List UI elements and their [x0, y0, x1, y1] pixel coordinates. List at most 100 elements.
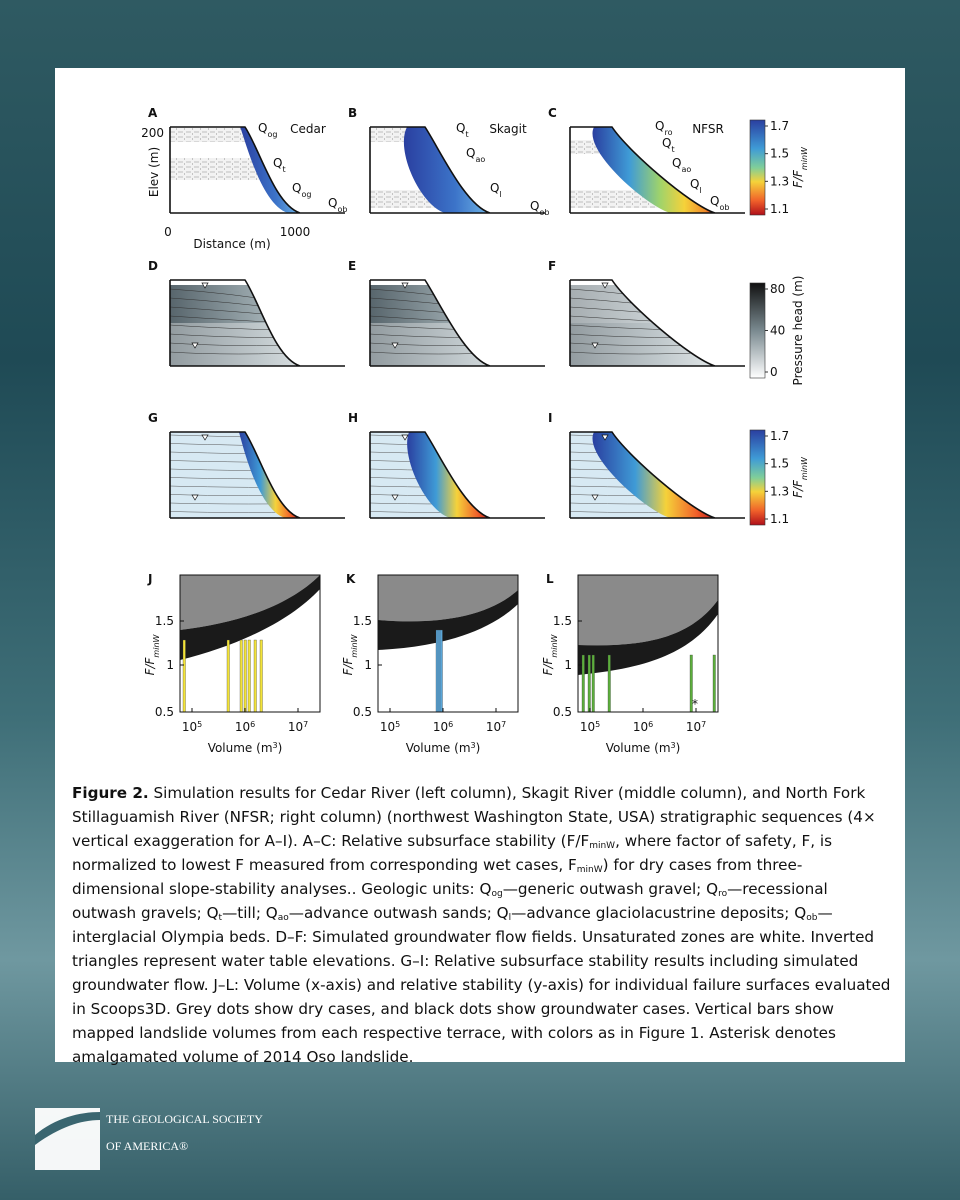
cross-section — [369, 431, 545, 519]
panel-letter: I — [548, 411, 552, 425]
landslide-bar — [253, 639, 257, 713]
x-axis-label-part: ) — [278, 741, 283, 755]
caption-text: ) for dry cases from three-dimensional s… — [72, 856, 803, 898]
landslide-bar — [226, 639, 230, 713]
x-axis-label-part: Volume (m — [208, 741, 273, 755]
unit-label-part: Q — [328, 196, 337, 210]
caption: Figure 2. Simulation results for Cedar R… — [72, 781, 894, 1069]
water-table — [591, 342, 599, 349]
unit-label-part: l — [699, 186, 701, 195]
caption-sub: minW — [576, 865, 603, 875]
figure: ACedarQogQtQogQobBSkagitQtQaoQlQobCNFSRQ… — [141, 106, 809, 756]
section-fill — [370, 432, 545, 518]
caption-sub: l — [508, 913, 512, 923]
caption-text: —advance glaciolacustrine deposits; Q — [511, 904, 807, 922]
x-axis-label-part: ) — [476, 741, 481, 755]
panel-letter: L — [546, 572, 554, 586]
panel-letter: B — [348, 106, 357, 120]
section-fill — [170, 127, 345, 213]
colorbar — [749, 119, 766, 216]
dry-cases — [378, 575, 518, 622]
water-table — [591, 494, 599, 501]
unit-label-part: Q — [655, 119, 664, 133]
landslide-bar — [247, 639, 251, 713]
logo-mark — [35, 1108, 100, 1170]
y-axis-label-part: F/F — [341, 656, 355, 675]
caption-text: Simulation results for Cedar River (left… — [72, 784, 876, 850]
site-name: Skagit — [489, 122, 527, 136]
x-tick-label-part: 6 — [648, 720, 653, 729]
y-tick-label: 0 — [164, 225, 172, 239]
landslide-bar — [239, 639, 243, 713]
y-axis-label: Elev (m) — [147, 147, 161, 197]
x-axis-label-part: 3 — [273, 741, 278, 750]
stability-band — [240, 127, 300, 213]
colorbar-tick-label: 1.5 — [770, 147, 789, 161]
y-tick-label: 200 — [141, 126, 164, 140]
colorbar-tick-label: 1.3 — [770, 174, 789, 188]
stability-band — [407, 432, 490, 518]
caption-text: —generic outwash gravel; Q — [502, 880, 719, 898]
unit-label-part: Q — [710, 194, 719, 208]
landslide-bar — [607, 654, 611, 713]
unit-label-part: ob — [337, 205, 347, 214]
x-tick-label-part: 7 — [501, 720, 506, 729]
colorbar-tick-label: 1.1 — [770, 512, 789, 526]
groundwater-cases — [378, 590, 518, 650]
x-axis-label: Volume (m3) — [606, 741, 681, 756]
colorbar-label: F/FminW — [791, 456, 809, 498]
y-tick-label: 1 — [364, 658, 372, 672]
colorbar — [749, 429, 766, 526]
x-axis-label-part: Volume (m — [406, 741, 471, 755]
unit-label: Qt — [456, 121, 469, 139]
unit-label: Qao — [466, 146, 485, 164]
cross-section — [369, 279, 545, 367]
panel-letter: A — [148, 106, 158, 120]
groundwater-cases — [180, 575, 320, 660]
unit-label-part: Q — [690, 177, 699, 191]
panel-letter: G — [148, 411, 158, 425]
panel-letter: D — [148, 259, 158, 273]
unit-label-part: ao — [681, 165, 691, 174]
y-tick-label: 0.5 — [353, 705, 372, 719]
groundwater-cases — [578, 600, 718, 675]
x-tick-label: 1000 — [280, 225, 311, 239]
panel-letter: E — [348, 259, 356, 273]
x-axis-label: Volume (m3) — [406, 741, 481, 756]
logo-line: OF AMERICA® — [106, 1139, 188, 1153]
x-tick-label: 105 — [182, 720, 202, 735]
landslide-bar — [587, 654, 591, 713]
unit-label-part: Q — [490, 181, 499, 195]
x-tick-label: 107 — [486, 720, 506, 735]
x-axis-label: Volume (m3) — [208, 741, 283, 756]
colorbar — [749, 282, 766, 379]
unit-label-part: Q — [466, 146, 475, 160]
colorbar-tick-label: 1.7 — [770, 119, 789, 133]
water-table — [401, 282, 409, 289]
x-tick-label-part: 5 — [595, 720, 600, 729]
y-tick-label: 1 — [564, 658, 572, 672]
colorbar-label: F/FminW — [791, 146, 809, 188]
caption-sub: ob — [806, 913, 818, 923]
colorbar-label-part: F/F — [791, 169, 805, 188]
section-outline — [369, 126, 545, 214]
plot-frame — [577, 574, 719, 713]
caption-sub: ao — [277, 913, 289, 923]
site-name: Cedar — [290, 122, 326, 136]
caption-bold: Figure 2. — [72, 784, 149, 802]
caption-text: —recessional outwash gravels; Q — [72, 880, 828, 922]
unit-label-part: Q — [292, 181, 301, 195]
water-table — [201, 434, 209, 441]
caption-text: —advance outwash sands; Q — [288, 904, 509, 922]
x-tick-label: 106 — [235, 720, 255, 735]
x-tick-label-part: 5 — [197, 720, 202, 729]
section-outline — [369, 431, 545, 519]
x-tick-label-part: 10 — [633, 720, 648, 734]
colorbar-tick-label: 1.1 — [770, 202, 789, 216]
x-axis-label-part: Volume (m — [606, 741, 671, 755]
x-tick-label-part: 10 — [182, 720, 197, 734]
unit-label-part: l — [499, 190, 501, 199]
x-tick-label: 106 — [433, 720, 453, 735]
water-table — [601, 282, 609, 289]
